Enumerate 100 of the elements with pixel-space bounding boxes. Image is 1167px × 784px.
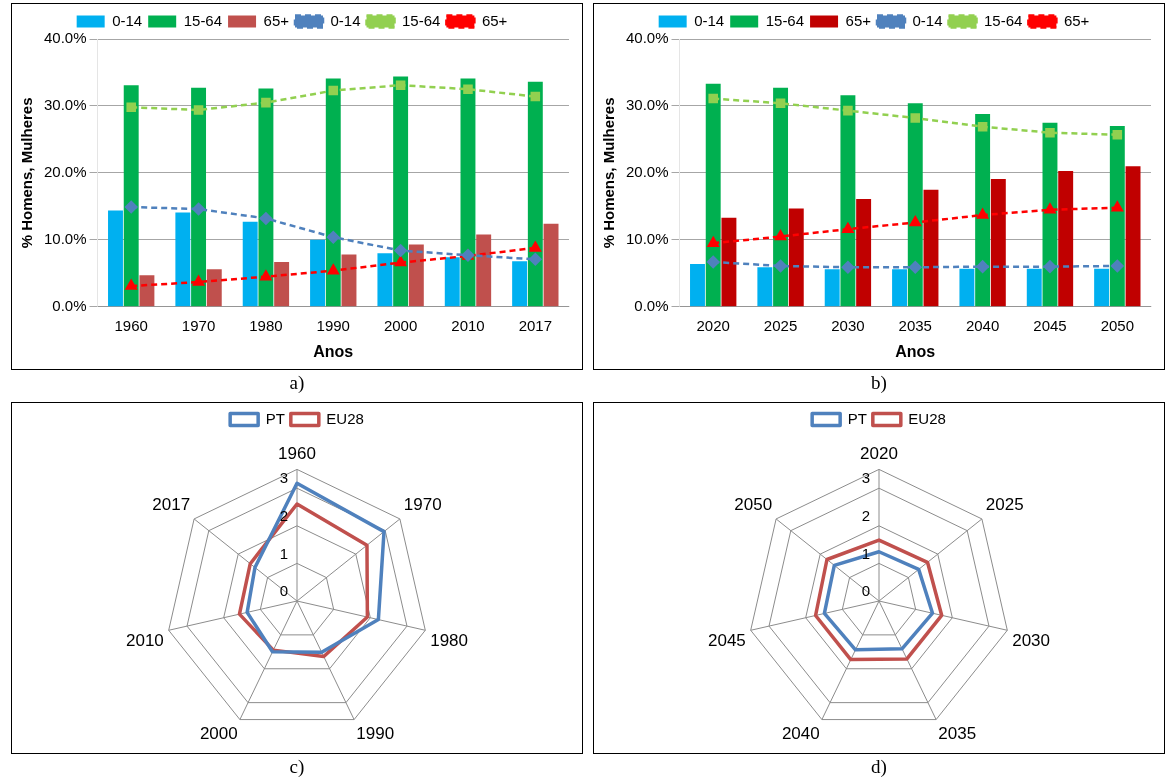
legend-label: EU28 [326, 409, 364, 427]
bar [690, 263, 705, 306]
x-tick-label: 1960 [114, 316, 148, 334]
spoke-label: 2020 [860, 443, 898, 463]
x-tick-label: 2050 [1100, 316, 1135, 334]
legend-label: 15-64 [984, 11, 1023, 29]
spoke-label: 2040 [781, 723, 820, 743]
text: d) [871, 756, 887, 778]
point [1111, 200, 1123, 211]
x-tick-label: 2045 [1033, 316, 1067, 334]
bar [258, 88, 274, 306]
y-tick-label: 2 [861, 506, 870, 524]
point [842, 222, 854, 233]
bar [975, 113, 991, 306]
y-axis-title: % Homens, Mulheres [18, 96, 36, 248]
point [1044, 202, 1056, 213]
y-tick-label: 30.0% [625, 95, 669, 113]
bar [206, 268, 222, 306]
point [192, 275, 205, 286]
legend-label: 0-14 [112, 11, 143, 29]
x-tick-label: 2017 [518, 316, 553, 334]
spoke-label: 2035 [938, 723, 977, 743]
bar [444, 256, 460, 306]
y-tick-label: 10.0% [43, 229, 87, 247]
spoke-label: 2030 [1012, 630, 1050, 650]
x-tick-label: 2040 [965, 316, 1000, 334]
bar [274, 261, 290, 306]
x-tick-label: 2025 [763, 316, 798, 334]
point [125, 279, 137, 290]
bar [527, 81, 543, 306]
point [327, 230, 340, 243]
legend-label: PT [847, 409, 867, 427]
point [463, 83, 473, 94]
spoke-label: 2010 [126, 630, 164, 650]
point [394, 243, 407, 257]
bar [242, 221, 258, 306]
bar [990, 178, 1006, 306]
point [841, 260, 855, 274]
bar [721, 217, 737, 306]
point [977, 121, 988, 131]
spoke-label: 1980 [430, 630, 468, 650]
legend-label: 65+ [481, 11, 508, 29]
bar [856, 198, 872, 306]
bar [757, 266, 773, 306]
spoke-label: 2000 [199, 723, 238, 743]
bar [1125, 165, 1141, 306]
point [1111, 259, 1124, 272]
bar [824, 268, 840, 306]
y-tick-label: 1 [279, 544, 288, 562]
point [328, 85, 339, 95]
bar [512, 260, 528, 306]
bar [1058, 170, 1074, 306]
bar [325, 78, 341, 306]
y-tick-label: 20.0% [625, 162, 669, 180]
x-tick-label: 2000 [383, 316, 418, 334]
point [774, 259, 787, 272]
point [909, 215, 921, 226]
y-tick-label: 0.0% [52, 296, 87, 314]
bar [393, 75, 409, 306]
point [910, 112, 921, 123]
point [707, 236, 719, 247]
bar [175, 211, 191, 306]
legend-label: EU28 [908, 409, 946, 427]
bar [788, 207, 804, 306]
y-tick-label: 0 [279, 581, 288, 599]
bar [543, 223, 559, 306]
point [395, 255, 407, 266]
point [843, 105, 853, 115]
point [708, 93, 718, 103]
point [977, 208, 989, 219]
legend-label: 15-64 [402, 11, 441, 29]
y-tick-label: 3 [861, 468, 870, 486]
x-tick-label: 2030 [831, 316, 865, 334]
point [327, 263, 339, 274]
y-tick-label: 40.0% [625, 28, 669, 46]
bar [959, 268, 975, 306]
bar [923, 189, 939, 306]
bar [310, 239, 326, 306]
point [1112, 129, 1123, 140]
bar [139, 274, 155, 306]
x-tick-label: 1980 [249, 316, 283, 334]
bar [123, 84, 139, 306]
point [1045, 127, 1055, 138]
bar [476, 233, 492, 306]
bar [191, 87, 207, 306]
spoke-label: 1970 [403, 494, 442, 514]
bar [460, 78, 476, 306]
text: a) [289, 372, 305, 394]
bar [1109, 125, 1125, 306]
point [529, 252, 542, 266]
point [260, 269, 272, 280]
bar [705, 83, 721, 306]
spoke-label: 1960 [278, 443, 316, 463]
bar [773, 87, 789, 306]
text: c) [289, 756, 305, 778]
y-tick-label: 10.0% [625, 229, 669, 247]
bar [1094, 268, 1110, 306]
legend-label: 0-14 [694, 11, 725, 29]
y-axis-title: % Homens, Mulheres [600, 96, 618, 248]
point [259, 211, 273, 225]
